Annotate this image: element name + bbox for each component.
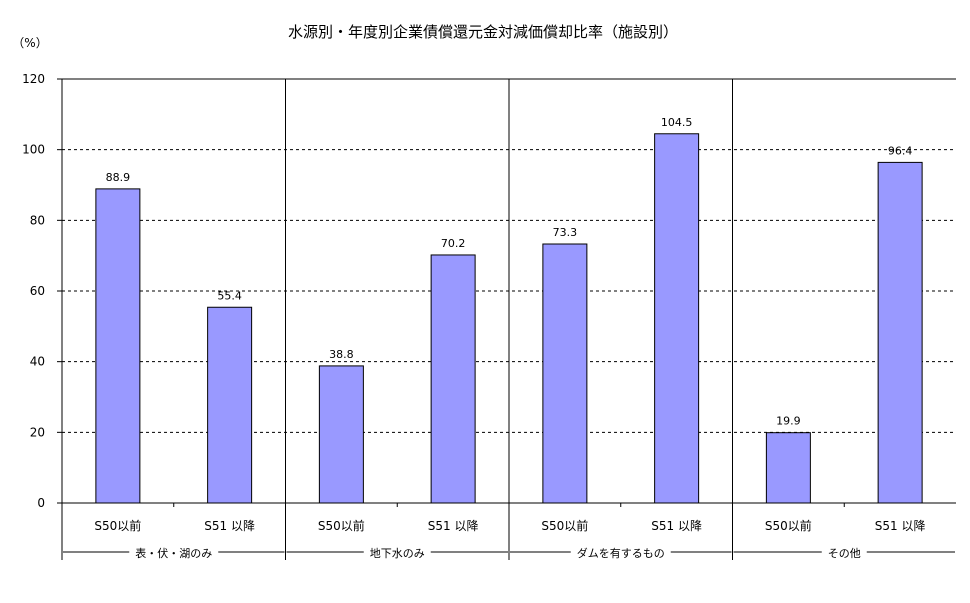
data-label: 55.4: [217, 289, 242, 302]
data-label: 38.8: [329, 348, 354, 361]
category-label: S51 以降: [428, 519, 479, 533]
bar: [542, 243, 588, 504]
category-label: S50以前: [318, 518, 365, 533]
y-tick-label: 60: [30, 284, 45, 298]
y-tick-label: 40: [30, 355, 45, 369]
category-label: S51 以降: [875, 519, 926, 533]
axes: [57, 78, 956, 560]
category-label: S50以前: [541, 518, 588, 533]
data-label: 88.9: [106, 171, 131, 184]
y-tick-label: 100: [22, 143, 45, 157]
category-label: S51 以降: [204, 519, 255, 533]
bar: [430, 254, 476, 504]
bar: [877, 161, 923, 504]
group-label: その他: [828, 547, 861, 560]
category-label: S50以前: [765, 518, 812, 533]
data-label: 73.3: [553, 226, 578, 239]
bar: [318, 365, 364, 504]
bars: [95, 133, 923, 504]
bar: [654, 133, 700, 504]
data-label: 96.4: [888, 144, 913, 157]
group-label: 表・伏・湖のみ: [135, 546, 212, 560]
y-tick-label: 20: [30, 425, 45, 439]
y-tick-label: 80: [30, 213, 45, 227]
category-label: S51 以降: [651, 519, 702, 533]
group-label: ダムを有するもの: [577, 546, 665, 560]
category-label: S50以前: [94, 518, 141, 533]
chart-title: 水源別・年度別企業債償還元金対減価償却比率（施設別）: [288, 23, 678, 41]
y-tick-label: 0: [37, 496, 45, 510]
data-label: 104.5: [661, 116, 693, 129]
data-label: 19.9: [776, 415, 801, 428]
bar: [765, 432, 811, 504]
labels: 0 20 40 60 80 100 120 88.9 S50以前 55.4 S51 以降表・伏・湖の…: [22, 72, 925, 560]
bar: [207, 306, 253, 504]
y-tick-label: 120: [22, 72, 45, 86]
group-label: 地下水のみ: [370, 547, 425, 560]
y-unit-label: （%）: [12, 36, 47, 50]
data-label: 70.2: [441, 237, 466, 250]
bar: [95, 188, 141, 504]
